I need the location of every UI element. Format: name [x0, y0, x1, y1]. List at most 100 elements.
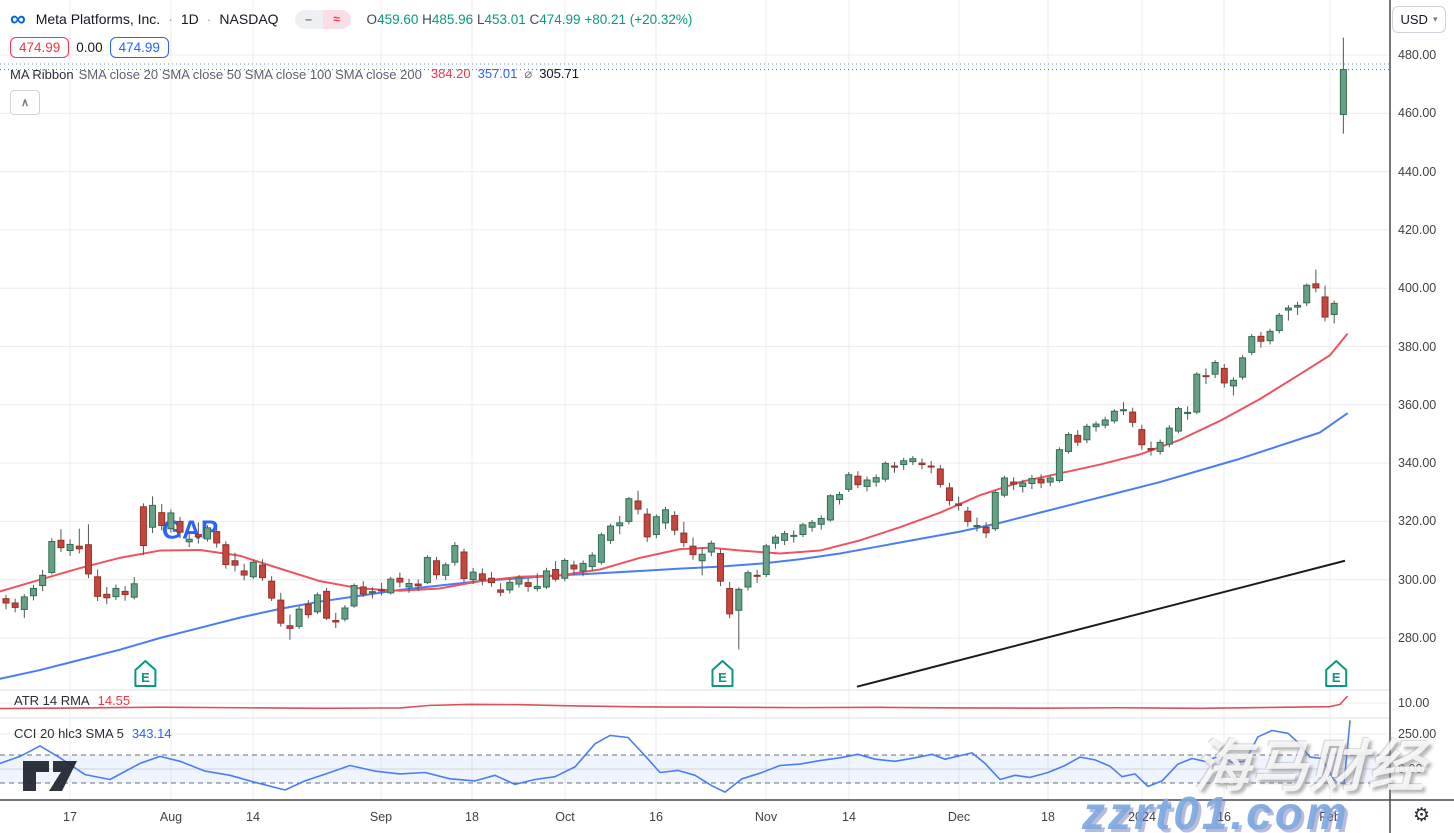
candle — [597, 534, 605, 563]
ma-value: 357.01 — [477, 66, 518, 81]
candle — [75, 545, 83, 550]
candle — [616, 522, 624, 527]
price-axis-label[interactable]: 300.00 — [1398, 572, 1437, 587]
currency-selector[interactable]: USD ▾ — [1392, 6, 1446, 33]
candle — [680, 532, 688, 543]
price-axis-label[interactable]: 360.00 — [1398, 397, 1437, 412]
time-axis-label[interactable]: 14 — [842, 810, 856, 824]
candle — [1229, 379, 1237, 387]
tradingview-logo[interactable] — [22, 760, 82, 792]
candle — [222, 544, 230, 566]
candle — [359, 586, 367, 595]
blue-price-line-label[interactable]: 474.99 — [109, 37, 169, 58]
candle — [20, 596, 28, 610]
ma-value: 384.20 — [430, 66, 471, 81]
candle — [48, 541, 56, 573]
candle — [194, 534, 202, 538]
svg-text:E: E — [1332, 670, 1341, 685]
time-axis-label[interactable]: 16 — [1217, 810, 1231, 824]
exchange-label[interactable]: NASDAQ — [219, 11, 279, 27]
candle — [423, 557, 431, 584]
price-axis-label[interactable]: 480.00 — [1398, 48, 1437, 62]
price-axis-label[interactable]: 420.00 — [1398, 222, 1437, 237]
price-diff-label: 0.00 — [76, 40, 103, 55]
time-axis-label[interactable]: 18 — [1041, 810, 1055, 824]
symbol-title[interactable]: Meta Platforms, Inc. — [35, 11, 161, 27]
candle — [1010, 481, 1018, 485]
ma-ribbon-legend[interactable]: MA Ribbon SMA close 20 SMA close 50 SMA … — [10, 66, 579, 82]
candle — [891, 465, 899, 468]
candle — [1275, 314, 1283, 331]
candle — [84, 544, 92, 575]
candle — [1294, 304, 1302, 308]
time-axis-label[interactable]: Feb — [1319, 810, 1341, 824]
time-axis-label[interactable]: Oct — [555, 810, 575, 824]
candle — [561, 559, 569, 579]
candle — [1065, 434, 1073, 452]
candle — [643, 513, 651, 538]
time-axis-label[interactable]: 18 — [465, 810, 479, 824]
dash-pill-icon[interactable]: – — [294, 9, 323, 29]
atr-legend[interactable]: ATR 14 RMA 14.55 — [14, 693, 131, 708]
ma-value: 305.71 — [539, 66, 579, 81]
candle — [396, 577, 404, 583]
interval-label[interactable]: 1D — [180, 11, 199, 27]
cci-legend[interactable]: CCI 20 hlc3 SMA 5 343.14 — [14, 726, 172, 741]
axis-settings-gear-icon[interactable]: ⚙ — [1413, 805, 1431, 826]
time-axis-label[interactable]: Sep — [369, 810, 393, 824]
approx-pill-icon[interactable]: ≈ — [322, 9, 351, 29]
panel-axis-label[interactable]: 0.00 — [1398, 762, 1423, 776]
panel-axis-label[interactable]: 10.00 — [1398, 696, 1430, 710]
candle — [863, 479, 871, 487]
candle — [1248, 336, 1256, 353]
chevron-up-icon: ∧ — [20, 97, 30, 109]
candle — [231, 560, 239, 566]
candle — [900, 460, 908, 466]
candle — [982, 526, 990, 534]
candle — [57, 539, 65, 549]
panel-axis-label[interactable]: 250.00 — [1398, 727, 1437, 741]
time-axis-label[interactable]: Aug — [159, 810, 183, 824]
candle — [533, 585, 541, 589]
candle — [313, 594, 321, 613]
candle — [433, 560, 441, 576]
candle — [1165, 427, 1173, 445]
trendline — [856, 559, 1346, 688]
candle — [1083, 425, 1091, 441]
candle — [716, 552, 724, 582]
time-axis-label[interactable]: 17 — [63, 810, 77, 824]
candle — [1184, 411, 1192, 415]
candle — [955, 503, 963, 506]
red-price-line-label[interactable]: 474.99 — [10, 37, 70, 58]
candle — [1266, 330, 1274, 342]
candle — [1339, 69, 1347, 115]
price-axis-label[interactable]: 440.00 — [1398, 164, 1437, 179]
market-status-pills[interactable]: – ≈ — [294, 9, 351, 29]
time-axis-label[interactable]: 14 — [246, 810, 260, 824]
price-axis-label[interactable]: 320.00 — [1398, 514, 1437, 529]
time-axis-label[interactable]: 2024 — [1128, 810, 1156, 824]
candle — [130, 583, 138, 598]
candle — [121, 590, 129, 596]
price-axis-label[interactable]: 380.00 — [1398, 339, 1437, 354]
candle — [350, 585, 358, 607]
candle — [817, 517, 825, 525]
legend-collapse-button[interactable]: ∧ — [10, 90, 40, 115]
price-axis-label[interactable]: 400.00 — [1398, 281, 1437, 296]
time-axis-label[interactable]: 16 — [649, 810, 663, 824]
price-axis-label[interactable]: 340.00 — [1398, 456, 1437, 471]
price-axis-label[interactable]: 460.00 — [1398, 106, 1437, 121]
candle — [497, 589, 505, 593]
time-axis-label[interactable]: Nov — [754, 810, 778, 824]
candle — [735, 588, 743, 611]
legend: ∞ Meta Platforms, Inc. · 1D · NASDAQ – ≈… — [10, 8, 692, 115]
candle — [268, 580, 276, 599]
candle — [652, 516, 660, 536]
svg-text:E: E — [141, 670, 150, 685]
candle — [542, 570, 550, 588]
price-axis-label[interactable]: 280.00 — [1398, 631, 1437, 645]
candle — [158, 512, 166, 526]
time-axis-label[interactable]: Dec — [947, 810, 971, 824]
candle — [387, 578, 395, 594]
